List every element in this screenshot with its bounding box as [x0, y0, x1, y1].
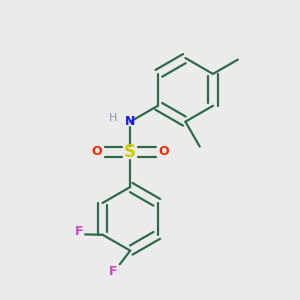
Text: H: H	[109, 113, 117, 123]
Text: F: F	[109, 265, 117, 278]
Text: O: O	[158, 146, 169, 158]
Text: F: F	[74, 225, 83, 238]
Text: S: S	[124, 143, 136, 161]
Text: O: O	[92, 146, 102, 158]
Text: N: N	[125, 115, 135, 128]
